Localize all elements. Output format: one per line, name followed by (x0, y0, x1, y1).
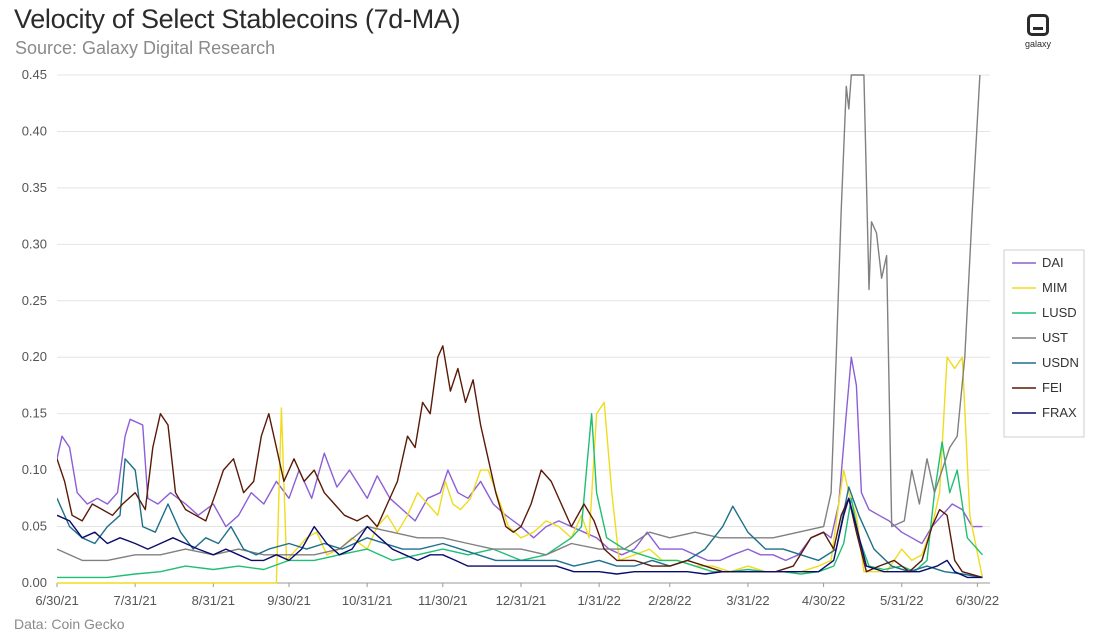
y-tick-label: 0.05 (22, 519, 47, 534)
galaxy-logo-text: galaxy (1024, 39, 1051, 49)
series-line-dai (57, 356, 983, 562)
chart-subtitle: Source: Galaxy Digital Research (15, 38, 276, 58)
y-tick-label: 0.00 (22, 575, 47, 590)
legend-label-frax: FRAX (1042, 405, 1077, 420)
x-tick-label: 11/30/21 (418, 593, 468, 608)
series-line-usdn (57, 458, 983, 579)
y-tick-label: 0.35 (22, 180, 47, 195)
x-tick-label: 1/31/22 (577, 593, 620, 608)
y-tick-label: 0.10 (22, 462, 47, 477)
legend-label-ust: UST (1042, 330, 1068, 345)
galaxy-logo: galaxy (1020, 14, 1056, 60)
x-tick-label: 6/30/22 (956, 593, 999, 608)
legend-label-dai: DAI (1042, 255, 1064, 270)
legend-box (1003, 249, 1085, 438)
x-tick-label: 10/31/21 (342, 593, 393, 608)
y-tick-label: 0.25 (22, 293, 47, 308)
series-line-fei (57, 345, 983, 579)
y-tick-label: 0.20 (22, 349, 47, 364)
legend-label-lusd: LUSD (1042, 305, 1077, 320)
legend-label-usdn: USDN (1042, 355, 1079, 370)
y-tick-label: 0.45 (22, 67, 47, 82)
x-tick-label: 8/31/21 (192, 593, 235, 608)
y-tick-label: 0.40 (22, 123, 47, 138)
x-tick-label: 5/31/22 (880, 593, 923, 608)
x-tick-label: 7/31/21 (113, 593, 156, 608)
series-group (57, 74, 984, 584)
x-tick-label: 9/30/21 (267, 593, 310, 608)
legend-label-fei: FEI (1042, 380, 1062, 395)
series-line-frax (57, 497, 983, 579)
x-tick-label: 12/31/21 (496, 593, 547, 608)
legend-label-mim: MIM (1042, 280, 1067, 295)
y-tick-label: 0.30 (22, 236, 47, 251)
galaxy-logo-icon (1027, 14, 1049, 36)
x-tick-label: 2/28/22 (648, 593, 691, 608)
x-tick-label: 6/30/21 (35, 593, 78, 608)
x-tick-label: 4/30/22 (802, 593, 845, 608)
series-line-ust (57, 74, 981, 562)
chart-title: Velocity of Select Stablecoins (7d-MA) (14, 4, 461, 34)
data-source-note: Data: Coin Gecko (14, 616, 125, 632)
y-tick-label: 0.15 (22, 406, 47, 421)
x-tick-label: 3/31/22 (726, 593, 769, 608)
